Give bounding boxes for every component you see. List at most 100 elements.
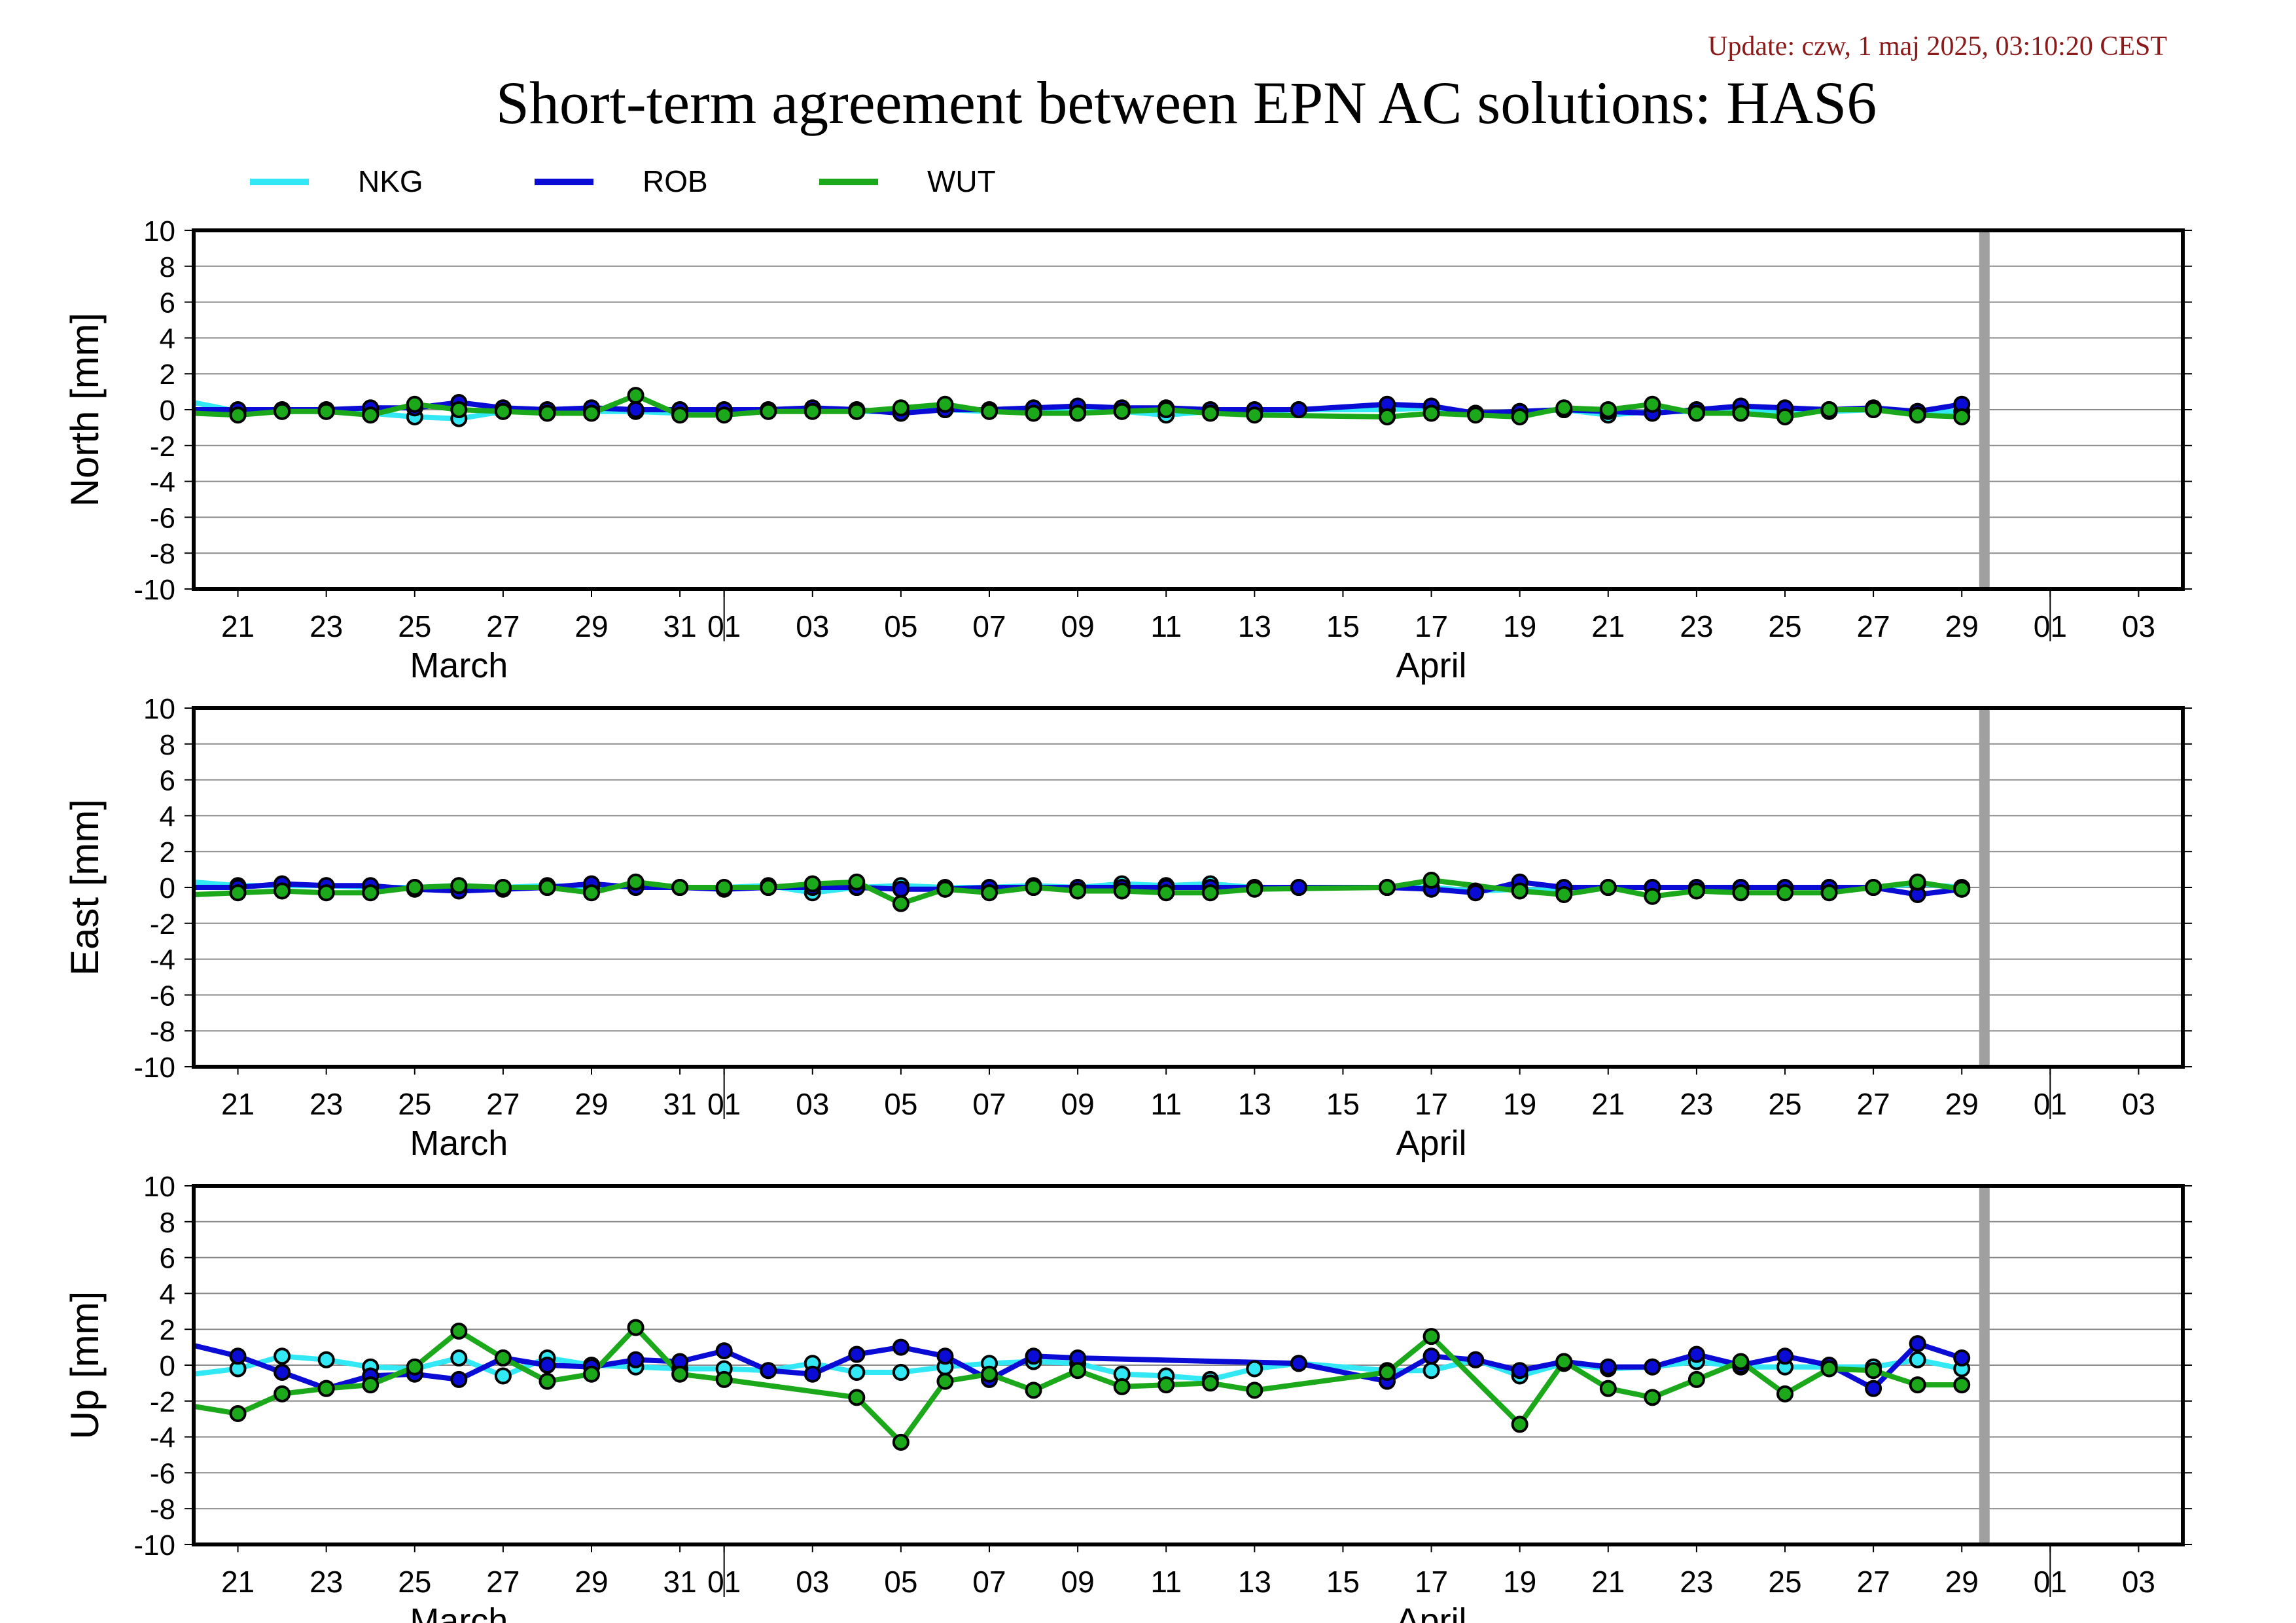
data-point-wut xyxy=(1467,406,1485,424)
data-point-nkg xyxy=(317,1351,335,1368)
data-point-wut xyxy=(583,404,600,422)
data-point-wut xyxy=(760,402,777,420)
data-point-nkg xyxy=(848,1363,866,1381)
x-tick-label: 11 xyxy=(1150,1087,1182,1121)
x-tick-label: 09 xyxy=(1061,1087,1095,1121)
data-point-wut xyxy=(1953,1376,1971,1394)
data-point-wut xyxy=(760,879,777,896)
series-group xyxy=(194,872,1971,912)
x-tick-label: 21 xyxy=(1591,1565,1625,1599)
x-tick-label: 11 xyxy=(1150,1565,1182,1599)
data-point-wut xyxy=(1246,406,1263,424)
x-tick-label: 23 xyxy=(309,609,343,643)
data-point-rob xyxy=(450,1370,468,1388)
data-point-rob xyxy=(1290,401,1307,418)
x-tick-label: 13 xyxy=(1238,609,1271,643)
data-point-wut xyxy=(627,387,645,404)
plot-frame xyxy=(192,706,2185,1069)
x-tick-label: 03 xyxy=(796,1087,829,1121)
data-point-wut xyxy=(1201,884,1219,902)
data-point-wut xyxy=(1157,1376,1175,1394)
month-label: March xyxy=(410,1124,508,1163)
data-point-wut xyxy=(1246,880,1263,898)
data-point-wut xyxy=(1644,395,1661,413)
data-point-wut xyxy=(1379,408,1396,425)
x-tick-label: 25 xyxy=(1768,1087,1801,1121)
x-tick-label: 23 xyxy=(1680,609,1713,643)
data-point-wut xyxy=(1776,884,1793,902)
x-tick-label: 31 xyxy=(663,609,697,643)
x-tick-label: 21 xyxy=(221,1565,255,1599)
x-tick-label: 03 xyxy=(2122,1565,2155,1599)
y-tick-label: 10 xyxy=(143,215,175,247)
data-point-rob xyxy=(1025,1347,1042,1365)
data-point-rob xyxy=(1687,1346,1705,1363)
x-tick-label: 05 xyxy=(884,609,917,643)
data-point-rob xyxy=(1909,1335,1926,1353)
data-point-rob xyxy=(1776,1347,1793,1365)
y-axis-label: North [mm] xyxy=(63,313,107,507)
x-tick-label: 17 xyxy=(1415,1087,1448,1121)
data-point-wut xyxy=(1599,1380,1617,1397)
y-tick-label: 0 xyxy=(160,395,175,427)
data-point-wut xyxy=(1025,1382,1042,1399)
data-point-wut xyxy=(1113,1378,1131,1395)
data-point-rob xyxy=(760,1362,777,1380)
data-point-wut xyxy=(583,884,600,902)
data-point-nkg xyxy=(892,1363,910,1381)
x-tick-label: 31 xyxy=(663,1087,697,1121)
x-tick-label: 03 xyxy=(796,1565,829,1599)
x-tick-label: 23 xyxy=(309,1087,343,1121)
x-tick-label: 01 xyxy=(2034,1087,2067,1121)
x-tick-label: 21 xyxy=(221,609,255,643)
legend: NKG ROB WUT xyxy=(250,164,996,198)
x-tick-label: 29 xyxy=(574,1087,608,1121)
data-point-wut xyxy=(715,879,733,896)
data-point-wut xyxy=(1157,401,1175,418)
data-point-rob xyxy=(1467,884,1485,902)
data-point-nkg xyxy=(450,1349,468,1367)
y-tick-label: 4 xyxy=(160,323,175,355)
data-point-wut xyxy=(1201,1374,1219,1392)
panel-up: 10 8 64 2 0 -2 -4-6 -8 -10 Up [mm] 21 23 25 27 29 31 01 0… xyxy=(63,1171,2192,1623)
x-tick-label: 01 xyxy=(707,609,741,643)
data-point-wut xyxy=(1687,882,1705,900)
data-point-wut xyxy=(1069,882,1087,900)
data-point-wut xyxy=(317,402,335,420)
x-tick-label: 25 xyxy=(398,609,431,643)
data-point-wut xyxy=(1865,879,1882,896)
y-tick-label: -2 xyxy=(150,908,175,940)
data-point-wut xyxy=(1687,404,1705,422)
data-point-wut xyxy=(274,882,291,900)
data-point-rob xyxy=(1953,1349,1971,1367)
panel-east: 10 8 64 2 0 -2 -4 -6 -8 -10 East [mm] 21 23 25 27 29 31 0… xyxy=(63,693,2192,1163)
x-tick-label: 29 xyxy=(574,1565,608,1599)
x-tick-label: 25 xyxy=(398,1565,431,1599)
data-point-wut xyxy=(1511,1416,1528,1433)
x-tick-label: 29 xyxy=(574,609,608,643)
data-point-wut xyxy=(1820,884,1838,902)
data-point-wut xyxy=(1687,1370,1705,1388)
data-point-rob xyxy=(229,1347,247,1365)
x-tick-label: 01 xyxy=(2034,1565,2067,1599)
data-point-rob xyxy=(804,1365,821,1383)
data-point-nkg xyxy=(274,1347,291,1365)
data-point-wut xyxy=(539,404,556,422)
data-point-wut xyxy=(406,1358,423,1376)
data-point-rob xyxy=(715,1342,733,1360)
today-marker xyxy=(1979,1186,1990,1544)
panel-north: 10 8 6 4 2 0 -2 -4-6 -8 -10 North [mm] 21 23 25 27 29 31… xyxy=(63,215,2192,685)
data-point-rob xyxy=(1865,1380,1882,1397)
data-point-wut xyxy=(1953,880,1971,898)
x-tick-label: 27 xyxy=(486,609,520,643)
data-point-wut xyxy=(274,1385,291,1402)
y-tick-label: 0 xyxy=(160,872,175,904)
y-tick-label: -4 xyxy=(150,944,175,976)
x-tick-label: 29 xyxy=(1945,1087,1979,1121)
data-point-wut xyxy=(362,884,380,902)
data-point-wut xyxy=(362,406,380,424)
data-point-wut xyxy=(539,1372,556,1390)
data-point-wut xyxy=(936,1372,954,1390)
y-axis-label: Up [mm] xyxy=(63,1291,107,1440)
